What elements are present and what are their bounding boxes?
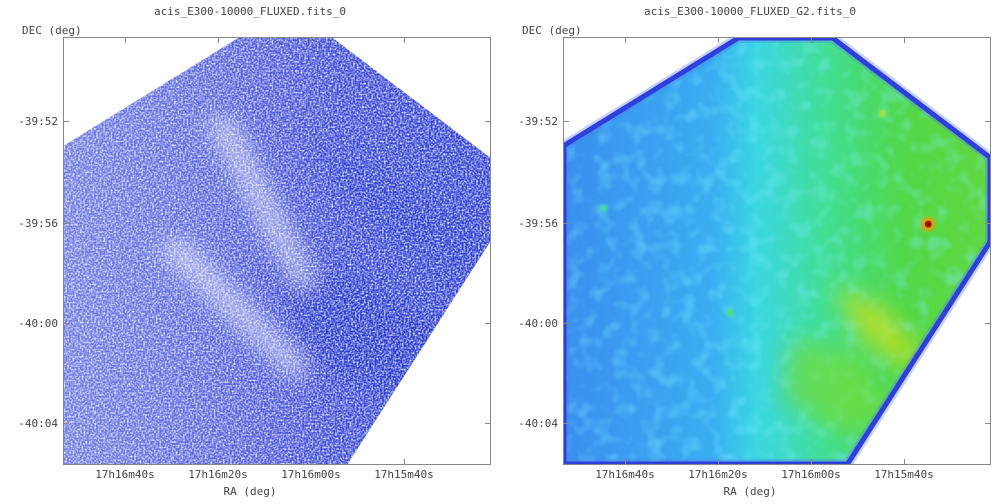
x-tick-mark	[904, 459, 905, 465]
panel-title: acis_E300-10000_FLUXED.fits_0	[153, 5, 347, 18]
y-tick-label: -40:00	[518, 317, 558, 330]
y-tick-mark	[485, 223, 491, 224]
x-tick-mark	[125, 459, 126, 465]
y-tick-mark	[563, 223, 569, 224]
smoothed-image	[564, 38, 990, 464]
x-tick-mark	[404, 37, 405, 43]
y-tick-mark	[485, 423, 491, 424]
panel-title: acis_E300-10000_FLUXED_G2.fits_0	[644, 5, 856, 18]
y-tick-mark	[985, 323, 991, 324]
right-image-panel: acis_E300-10000_FLUXED_G2.fits_0 DEC (de…	[500, 0, 1000, 504]
x-tick-label: 17h15m40s	[874, 468, 934, 481]
fluxed-image	[64, 38, 490, 464]
x-tick-mark	[811, 459, 812, 465]
y-tick-mark	[563, 121, 569, 122]
x-tick-label: 17h15m40s	[374, 468, 434, 481]
y-tick-mark	[985, 423, 991, 424]
x-tick-label: 17h16m00s	[781, 468, 841, 481]
x-tick-mark	[218, 37, 219, 43]
y-tick-mark	[63, 121, 69, 122]
image-frame[interactable]	[563, 37, 991, 465]
y-tick-label: -40:00	[18, 317, 58, 330]
y-tick-label: -40:04	[18, 417, 58, 430]
y-tick-label: -40:04	[518, 417, 558, 430]
image-frame[interactable]	[63, 37, 491, 465]
y-axis-label: DEC (deg)	[522, 24, 582, 37]
y-tick-mark	[63, 323, 69, 324]
x-tick-mark	[625, 37, 626, 43]
y-tick-label: -39:56	[518, 217, 558, 230]
y-tick-mark	[485, 323, 491, 324]
x-tick-mark	[625, 459, 626, 465]
left-image-panel: acis_E300-10000_FLUXED.fits_0 DEC (deg)	[18, 5, 491, 498]
y-tick-label: -39:52	[18, 115, 58, 128]
x-tick-mark	[718, 37, 719, 43]
y-tick-mark	[985, 121, 991, 122]
x-tick-label: 17h16m00s	[281, 468, 341, 481]
x-tick-mark	[125, 37, 126, 43]
y-tick-mark	[985, 223, 991, 224]
x-tick-mark	[311, 459, 312, 465]
y-tick-label: -39:56	[18, 217, 58, 230]
x-axis-label: RA (deg)	[723, 485, 777, 498]
y-axis-label: DEC (deg)	[22, 24, 82, 37]
y-tick-mark	[485, 121, 491, 122]
y-tick-mark	[563, 323, 569, 324]
x-tick-mark	[811, 37, 812, 43]
x-tick-mark	[904, 37, 905, 43]
x-tick-mark	[218, 459, 219, 465]
x-tick-mark	[718, 459, 719, 465]
y-tick-mark	[63, 223, 69, 224]
x-tick-label: 17h16m20s	[688, 468, 748, 481]
y-tick-mark	[63, 423, 69, 424]
x-tick-label: 17h16m40s	[95, 468, 155, 481]
x-tick-mark	[311, 37, 312, 43]
y-tick-label: -39:52	[518, 115, 558, 128]
y-tick-mark	[563, 423, 569, 424]
x-axis-label: RA (deg)	[223, 485, 277, 498]
x-tick-mark	[404, 459, 405, 465]
x-tick-label: 17h16m20s	[188, 468, 248, 481]
x-tick-label: 17h16m40s	[595, 468, 655, 481]
